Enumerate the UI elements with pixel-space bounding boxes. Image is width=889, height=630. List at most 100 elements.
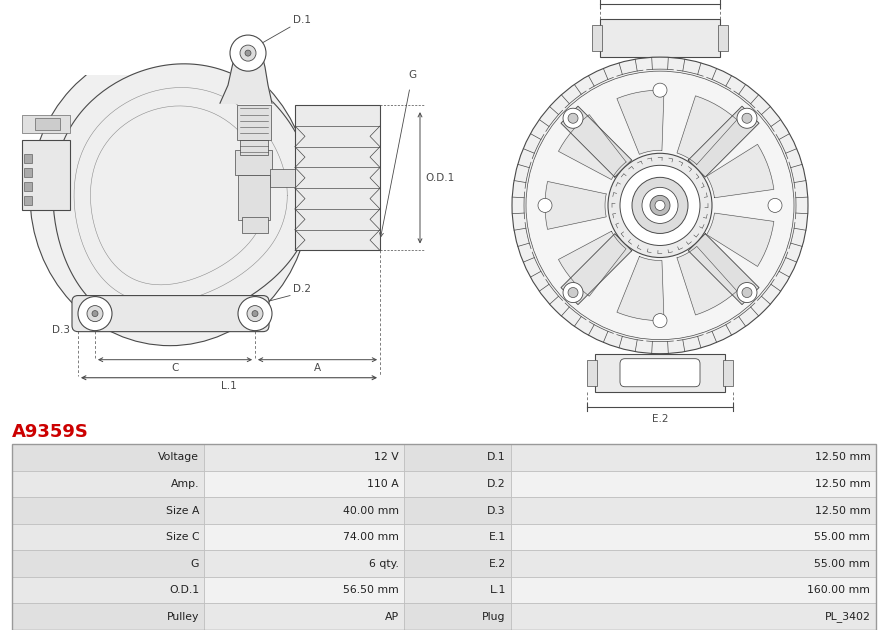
FancyBboxPatch shape (620, 358, 700, 387)
Text: O.D.1: O.D.1 (425, 173, 454, 183)
Circle shape (742, 287, 752, 297)
Text: 160.00 mm: 160.00 mm (807, 585, 870, 595)
Text: L.1: L.1 (490, 585, 506, 595)
Text: E.2: E.2 (652, 414, 669, 424)
Circle shape (538, 198, 552, 212)
Polygon shape (617, 90, 664, 154)
Circle shape (240, 45, 256, 61)
Bar (600, 19, 720, 57)
Polygon shape (53, 64, 313, 327)
Circle shape (238, 297, 272, 331)
Polygon shape (558, 115, 626, 180)
Bar (22, 115, 70, 134)
Text: 55.00 mm: 55.00 mm (814, 559, 870, 569)
Text: AP: AP (385, 612, 399, 622)
Text: 56.50 mm: 56.50 mm (343, 585, 399, 595)
Bar (592, 25, 602, 51)
Text: D.2: D.2 (487, 479, 506, 489)
Polygon shape (677, 96, 737, 164)
Polygon shape (688, 234, 759, 304)
Polygon shape (561, 234, 632, 304)
Circle shape (230, 35, 266, 71)
Polygon shape (220, 45, 272, 103)
Bar (587, 360, 597, 386)
Text: G: G (408, 70, 416, 80)
Circle shape (252, 311, 258, 317)
Circle shape (655, 200, 665, 210)
Text: 40.00 mm: 40.00 mm (343, 505, 399, 515)
Bar (235, 151, 272, 175)
Circle shape (87, 306, 103, 322)
Text: 6 qty.: 6 qty. (369, 559, 399, 569)
Polygon shape (677, 246, 737, 315)
Bar (270, 169, 295, 187)
Circle shape (737, 282, 757, 302)
Circle shape (650, 195, 670, 215)
Text: 12 V: 12 V (374, 452, 399, 462)
Text: Size A: Size A (165, 505, 199, 515)
Bar (240, 135, 268, 156)
Text: E.1: E.1 (489, 532, 506, 542)
Circle shape (568, 113, 578, 123)
Text: D.3: D.3 (487, 505, 506, 515)
Polygon shape (617, 256, 664, 321)
Circle shape (742, 113, 752, 123)
Text: Size C: Size C (165, 532, 199, 542)
Circle shape (245, 50, 251, 56)
Circle shape (768, 198, 782, 212)
Bar (22, 140, 70, 210)
Polygon shape (561, 106, 632, 177)
Text: 55.00 mm: 55.00 mm (814, 532, 870, 542)
Circle shape (563, 108, 583, 129)
Bar (24, 182, 32, 192)
Bar (723, 360, 733, 386)
Polygon shape (558, 231, 626, 296)
Circle shape (247, 306, 263, 322)
Circle shape (92, 311, 98, 317)
Circle shape (512, 57, 808, 353)
Text: PL_3402: PL_3402 (824, 611, 870, 622)
Polygon shape (545, 181, 606, 229)
Text: 74.00 mm: 74.00 mm (343, 532, 399, 542)
Text: C: C (172, 363, 179, 373)
Text: D.1: D.1 (293, 15, 311, 25)
Circle shape (642, 187, 678, 224)
Text: E.2: E.2 (489, 559, 506, 569)
Text: Amp.: Amp. (171, 479, 199, 489)
Text: D.3: D.3 (52, 324, 70, 335)
Circle shape (78, 297, 112, 331)
Text: O.D.1: O.D.1 (169, 585, 199, 595)
Circle shape (608, 153, 712, 258)
Polygon shape (707, 213, 774, 266)
FancyBboxPatch shape (72, 295, 269, 331)
Polygon shape (707, 144, 774, 198)
Bar (237, 105, 271, 140)
Circle shape (653, 314, 667, 328)
Bar (24, 154, 32, 163)
Text: 12.50 mm: 12.50 mm (814, 479, 870, 489)
Text: 12.50 mm: 12.50 mm (814, 452, 870, 462)
Polygon shape (688, 106, 759, 177)
Text: A9359S: A9359S (12, 423, 88, 442)
Ellipse shape (30, 45, 310, 346)
Text: 110 A: 110 A (367, 479, 399, 489)
Text: A: A (314, 363, 321, 373)
Text: G: G (191, 559, 199, 569)
Circle shape (568, 287, 578, 297)
Bar (295, 105, 380, 251)
Text: L.1: L.1 (221, 381, 236, 391)
Bar (20, 0, 320, 75)
Text: 12.50 mm: 12.50 mm (814, 505, 870, 515)
Bar (24, 197, 32, 205)
Text: Pulley: Pulley (167, 612, 199, 622)
Bar (242, 217, 268, 234)
Bar (595, 353, 725, 392)
Circle shape (632, 177, 688, 234)
Circle shape (653, 83, 667, 97)
Text: D.1: D.1 (487, 452, 506, 462)
Circle shape (563, 282, 583, 302)
Circle shape (620, 165, 700, 246)
Bar (35, 118, 60, 130)
Bar (238, 175, 270, 220)
Text: Voltage: Voltage (158, 452, 199, 462)
